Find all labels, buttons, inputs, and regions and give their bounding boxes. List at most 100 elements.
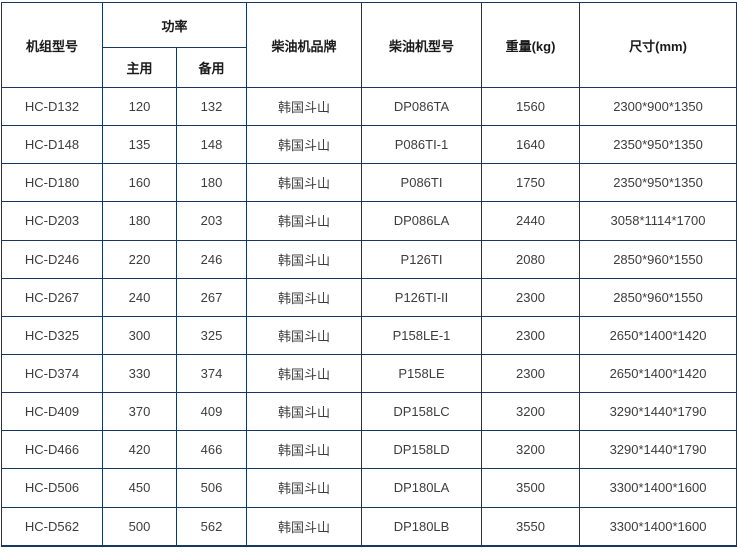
cell-power-prime: 180 [102, 201, 177, 241]
cell-power-standby: 325 [175, 315, 248, 355]
cell-power-prime: 450 [102, 468, 177, 508]
cell-model: HC-D562 [1, 506, 103, 547]
cell-power-standby: 132 [175, 86, 248, 127]
table-body: HC-D132 120 132 韩国斗山 DP086TA 1560 2300*900*135… [1, 86, 737, 547]
cell-dimensions: 3058*1114*1700 [579, 201, 737, 241]
cell-power-standby: 203 [175, 201, 248, 241]
cell-engine-model: DP180LB [361, 506, 483, 547]
table-row: HC-D203 180 203 韩国斗山 DP086LA 2440 3058*1114*17… [1, 201, 737, 241]
cell-model: HC-D374 [1, 353, 103, 394]
cell-engine-model: P126TI-II [361, 277, 483, 317]
cell-engine-brand: 韩国斗山 [246, 430, 363, 470]
cell-weight: 1750 [481, 163, 581, 203]
cell-engine-model: P126TI [361, 239, 483, 279]
cell-model: HC-D409 [1, 392, 103, 432]
cell-dimensions: 3290*1440*1790 [579, 430, 737, 470]
cell-engine-model: P086TI [361, 163, 483, 203]
cell-power-prime: 120 [102, 86, 177, 127]
table-row: HC-D325 300 325 韩国斗山 P158LE-1 2300 2650*1400*1… [1, 315, 737, 355]
cell-power-standby: 466 [175, 430, 248, 470]
table-row: HC-D180 160 180 韩国斗山 P086TI 1750 2350*950*1350 [1, 163, 737, 203]
cell-engine-model: P086TI-1 [361, 125, 483, 165]
cell-engine-brand: 韩国斗山 [246, 125, 363, 165]
cell-engine-model: DP158LD [361, 430, 483, 470]
cell-dimensions: 2350*950*1350 [579, 125, 737, 165]
cell-power-prime: 420 [102, 430, 177, 470]
cell-dimensions: 2300*900*1350 [579, 86, 737, 127]
cell-engine-brand: 韩国斗山 [246, 468, 363, 508]
table-header: 机组型号 功率 柴油机品牌 柴油机型号 重量(kg) 尺寸(mm) 主用 备用 [1, 2, 737, 88]
header-model: 机组型号 [1, 2, 103, 88]
cell-model: HC-D506 [1, 468, 103, 508]
table-row: HC-D267 240 267 韩国斗山 P126TI-II 2300 2850*960*1… [1, 277, 737, 317]
cell-dimensions: 2350*950*1350 [579, 163, 737, 203]
cell-power-prime: 330 [102, 353, 177, 394]
cell-dimensions: 2650*1400*1420 [579, 315, 737, 355]
header-engine-model: 柴油机型号 [361, 2, 483, 88]
cell-weight: 3550 [481, 506, 581, 547]
cell-power-standby: 374 [175, 353, 248, 394]
cell-model: HC-D466 [1, 430, 103, 470]
table-row: HC-D132 120 132 韩国斗山 DP086TA 1560 2300*900*135… [1, 86, 737, 127]
cell-power-prime: 220 [102, 239, 177, 279]
cell-engine-model: DP086TA [361, 86, 483, 127]
header-power-standby: 备用 [175, 47, 248, 88]
cell-engine-brand: 韩国斗山 [246, 239, 363, 279]
header-engine-brand: 柴油机品牌 [246, 2, 363, 88]
cell-engine-brand: 韩国斗山 [246, 392, 363, 432]
cell-dimensions: 3300*1400*1600 [579, 468, 737, 508]
cell-power-standby: 267 [175, 277, 248, 317]
cell-weight: 3200 [481, 392, 581, 432]
table-row: HC-D409 370 409 韩国斗山 DP158LC 3200 3290*1440*17… [1, 392, 737, 432]
table-row: HC-D374 330 374 韩国斗山 P158LE 2300 2650*1400*142… [1, 353, 737, 394]
cell-dimensions: 3300*1400*1600 [579, 506, 737, 547]
cell-model: HC-D203 [1, 201, 103, 241]
cell-model: HC-D325 [1, 315, 103, 355]
cell-power-prime: 240 [102, 277, 177, 317]
table-row: HC-D148 135 148 韩国斗山 P086TI-1 1640 2350*950*13… [1, 125, 737, 165]
cell-dimensions: 3290*1440*1790 [579, 392, 737, 432]
cell-engine-brand: 韩国斗山 [246, 277, 363, 317]
cell-power-standby: 148 [175, 125, 248, 165]
cell-model: HC-D132 [1, 86, 103, 127]
cell-weight: 3500 [481, 468, 581, 508]
cell-weight: 3200 [481, 430, 581, 470]
cell-weight: 1560 [481, 86, 581, 127]
cell-model: HC-D267 [1, 277, 103, 317]
cell-power-standby: 506 [175, 468, 248, 508]
table-row: HC-D506 450 506 韩国斗山 DP180LA 3500 3300*1400*16… [1, 468, 737, 508]
table-row: HC-D246 220 246 韩国斗山 P126TI 2080 2850*960*1550 [1, 239, 737, 279]
cell-engine-model: P158LE [361, 353, 483, 394]
cell-weight: 2300 [481, 277, 581, 317]
header-power-group: 功率 [101, 2, 248, 48]
cell-engine-brand: 韩国斗山 [246, 506, 363, 547]
cell-engine-model: DP158LC [361, 392, 483, 432]
cell-dimensions: 2650*1400*1420 [579, 353, 737, 394]
cell-power-standby: 180 [175, 163, 248, 203]
header-dimensions: 尺寸(mm) [579, 2, 737, 88]
cell-power-prime: 300 [102, 315, 177, 355]
cell-power-prime: 370 [102, 392, 177, 432]
cell-engine-model: DP086LA [361, 201, 483, 241]
cell-dimensions: 2850*960*1550 [579, 277, 737, 317]
cell-power-prime: 160 [102, 163, 177, 203]
cell-model: HC-D180 [1, 163, 103, 203]
table-row: HC-D562 500 562 韩国斗山 DP180LB 3550 3300*1400*16… [1, 506, 737, 547]
cell-engine-brand: 韩国斗山 [246, 163, 363, 203]
cell-weight: 1640 [481, 125, 581, 165]
header-weight: 重量(kg) [481, 2, 581, 88]
cell-engine-brand: 韩国斗山 [246, 86, 363, 127]
cell-model: HC-D246 [1, 239, 103, 279]
cell-weight: 2080 [481, 239, 581, 279]
cell-power-standby: 409 [175, 392, 248, 432]
cell-engine-model: P158LE-1 [361, 315, 483, 355]
cell-engine-brand: 韩国斗山 [246, 315, 363, 355]
cell-power-standby: 562 [175, 506, 248, 547]
cell-engine-model: DP180LA [361, 468, 483, 508]
cell-power-prime: 135 [102, 125, 177, 165]
header-power-prime: 主用 [102, 47, 177, 88]
cell-weight: 2440 [481, 201, 581, 241]
cell-weight: 2300 [481, 315, 581, 355]
cell-dimensions: 2850*960*1550 [579, 239, 737, 279]
